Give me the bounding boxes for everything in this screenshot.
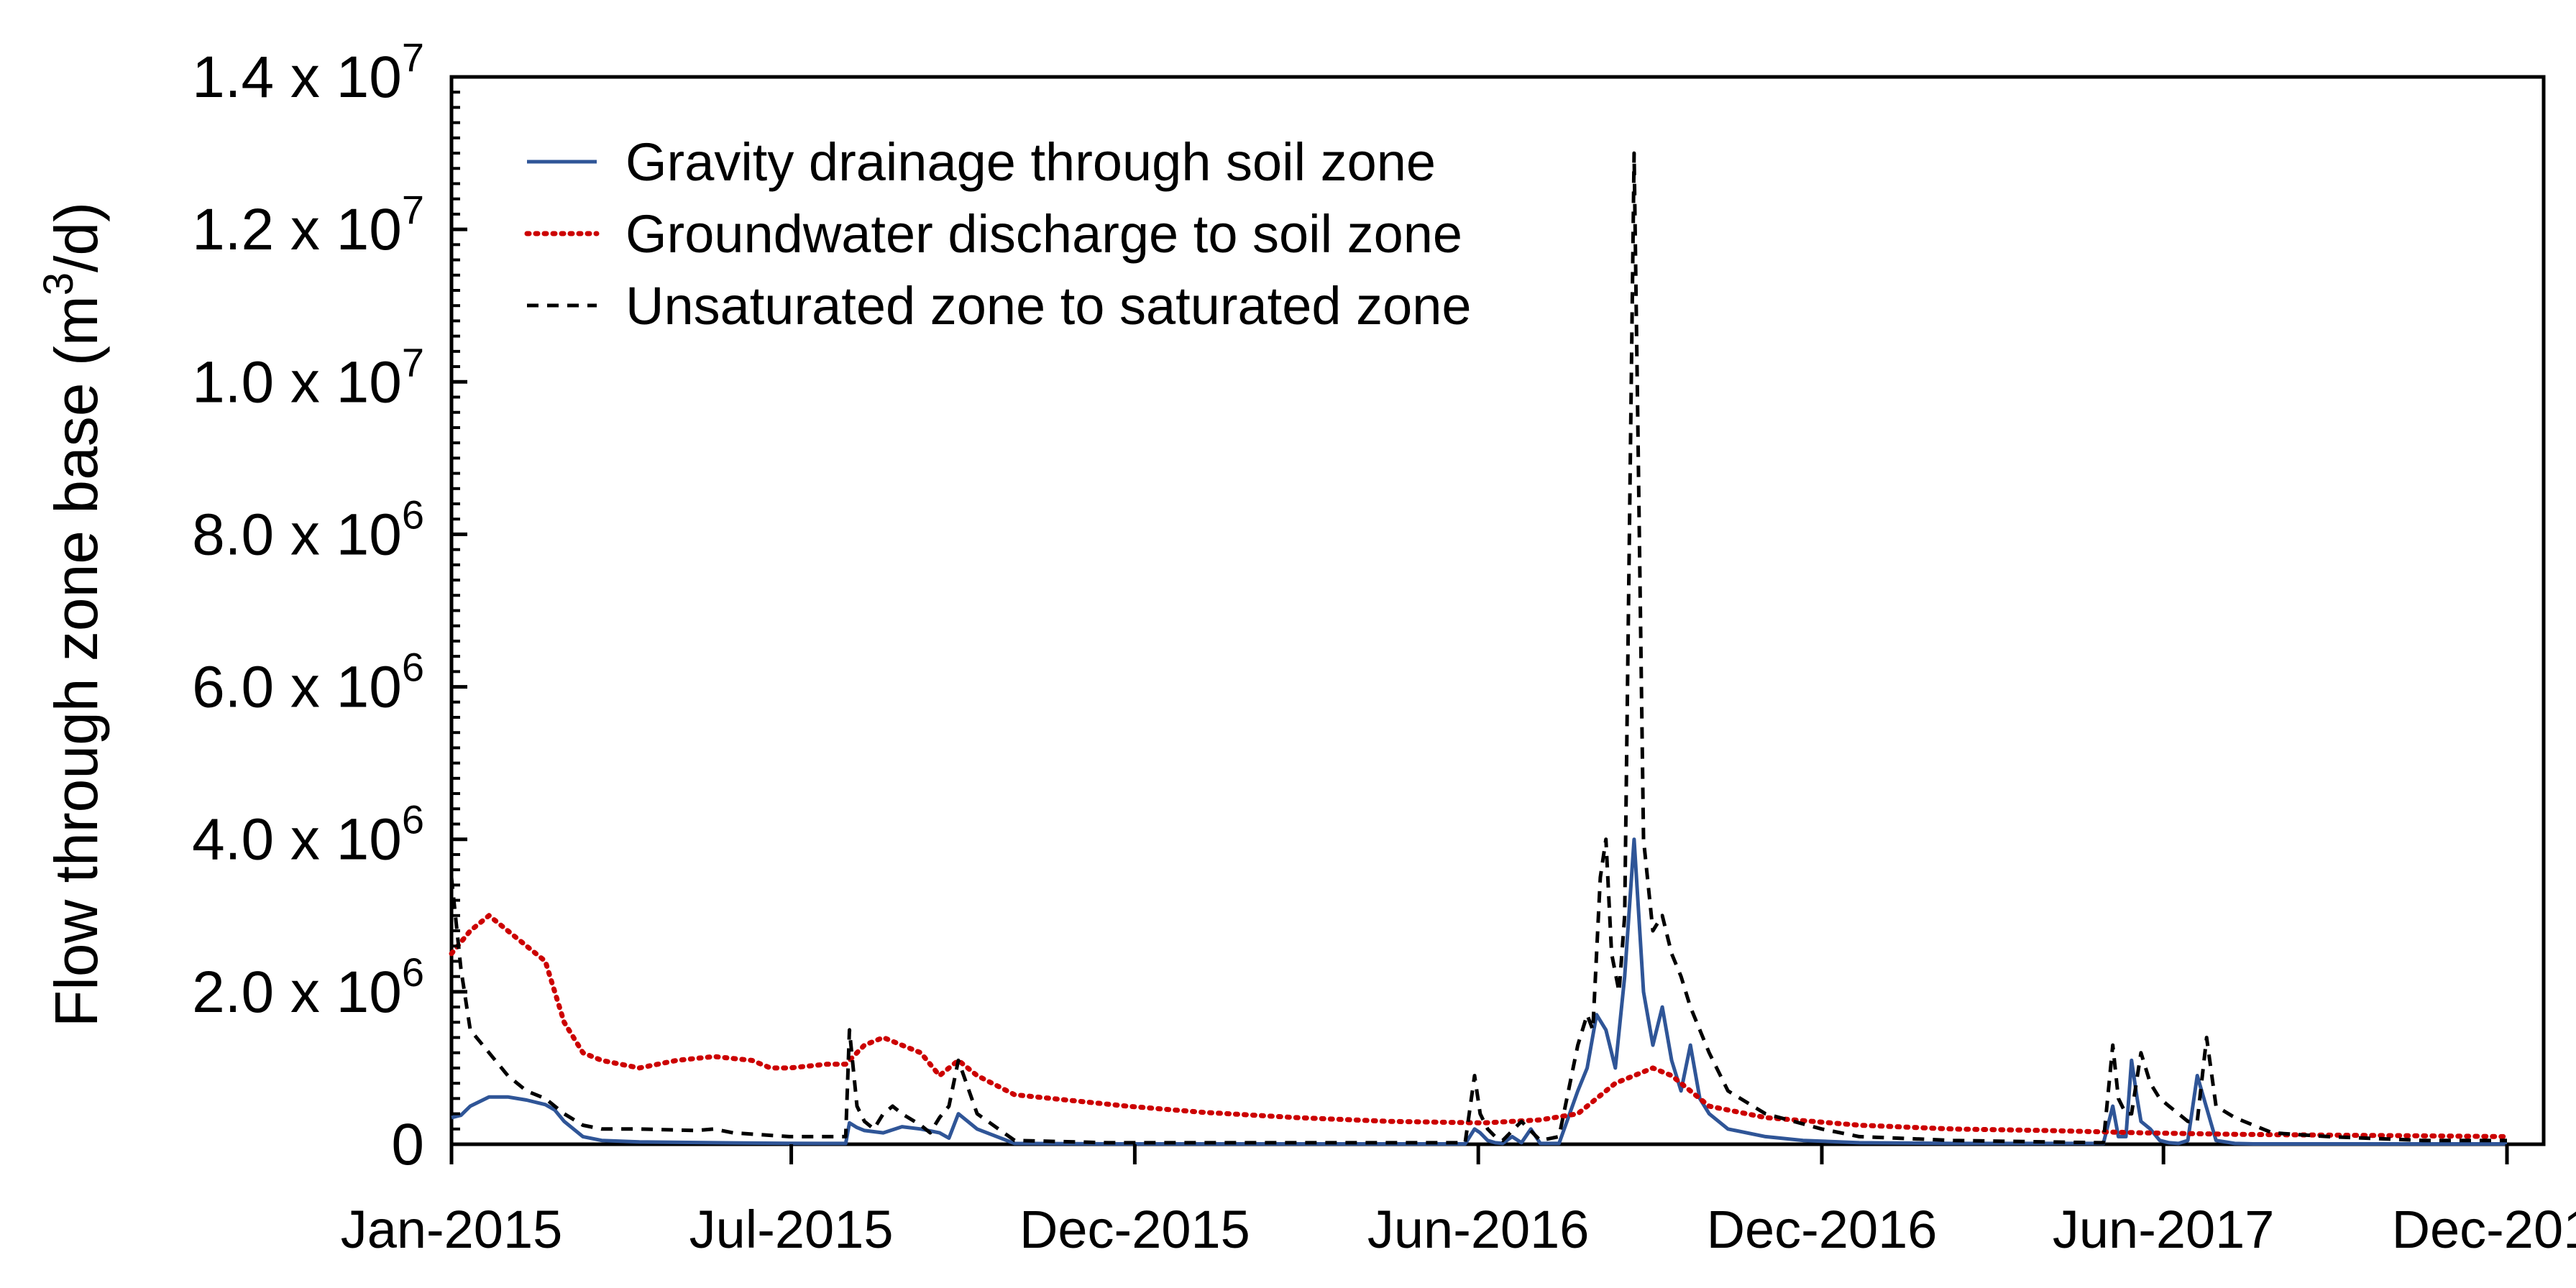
- y-tick-label: 1.2 x 107: [192, 187, 424, 262]
- series-line-1: [451, 837, 2507, 1146]
- y-tick-label: 0: [391, 1112, 424, 1177]
- legend-label: Gravity drainage through soil zone: [625, 132, 1436, 192]
- y-tick-label: 6.0 x 106: [192, 645, 424, 720]
- y-axis-title: Flow through zone base (m3/d): [35, 202, 110, 1027]
- legend-label: Groundwater discharge to soil zone: [625, 204, 1462, 264]
- series-layer: [449, 151, 2510, 1146]
- x-tick-label: Dec-2015: [1019, 1200, 1250, 1259]
- legend: Gravity drainage through soil zone Ground…: [524, 132, 1472, 336]
- x-tick-label: Jun-2016: [1367, 1200, 1590, 1259]
- plot-area: [449, 75, 2546, 1146]
- y-axis: 0 2.0 x 106 4.0 x 106 6.0 x 106 8.0 x 106 1.0…: [192, 34, 467, 1177]
- y-tick-label: 2.0 x 106: [192, 949, 424, 1025]
- x-tick-label: Jul-2015: [689, 1200, 894, 1259]
- y-tick-label: 8.0 x 106: [192, 492, 424, 567]
- y-tick-label: 1.4 x 107: [192, 34, 424, 110]
- x-tick-label: Dec-2017: [2392, 1200, 2576, 1259]
- y-tick-label: 4.0 x 106: [192, 797, 424, 873]
- series-line-3: [449, 151, 2507, 1145]
- series-line-2: [449, 913, 2510, 1139]
- x-tick-label: Dec-2016: [1707, 1200, 1938, 1259]
- x-axis: Jan-2015 Jul-2015 Dec-2015 Jun-2016 Dec-2016…: [341, 1144, 2576, 1259]
- x-tick-label: Jan-2015: [341, 1200, 563, 1259]
- y-tick-label: 1.0 x 107: [192, 339, 424, 415]
- legend-label: Unsaturated zone to saturated zone: [625, 276, 1472, 336]
- x-tick-label: Jun-2017: [2053, 1200, 2275, 1259]
